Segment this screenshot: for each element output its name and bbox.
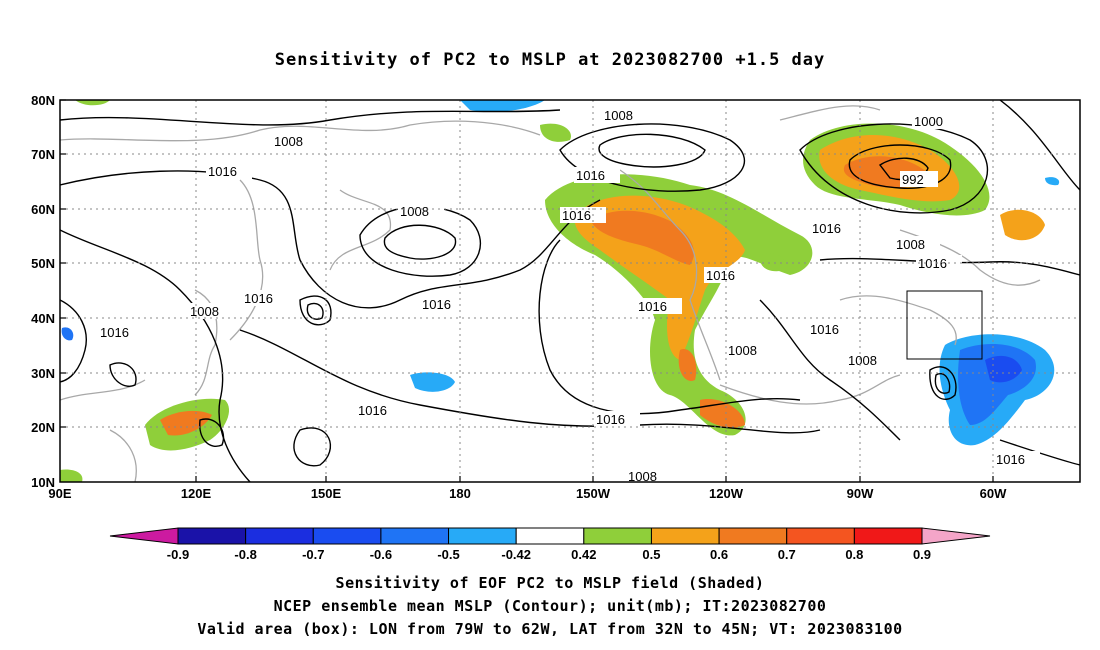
colorbar-cell: [515, 527, 585, 545]
caption-valid-area: Valid area (box): LON from 79W to 62W, L…: [197, 620, 903, 638]
contour-label: 1016: [812, 221, 841, 236]
contour-label: 1008: [628, 469, 657, 484]
lon-label: 60W: [980, 486, 1007, 501]
lat-label: 20N: [31, 420, 55, 435]
colorbar-label: 0.9: [913, 547, 931, 562]
lat-label: 60N: [31, 202, 55, 217]
contour-label: 1016: [576, 168, 605, 183]
contour-label: 1016: [244, 291, 273, 306]
contour-label: 1016: [208, 164, 237, 179]
contour-label: 992: [902, 172, 924, 187]
contour-labels: 1008 1016 1008 1016 1016 1016 1016 1008 …: [98, 107, 1040, 484]
contour-label: 1008: [274, 134, 303, 149]
contour-label: 1008: [896, 237, 925, 252]
contour-label: 1000: [914, 114, 943, 129]
contour-label: 1016: [596, 412, 625, 427]
colorbar-cell: [650, 527, 720, 545]
contour-label: 1016: [638, 299, 667, 314]
colorbar-label: 0.5: [642, 547, 660, 562]
lat-label: 30N: [31, 366, 55, 381]
colorbar-cell: [853, 527, 923, 545]
negative-sensitivity-shading: [61, 100, 1060, 446]
contour-label: 1016: [918, 256, 947, 271]
lon-label: 180: [449, 486, 471, 501]
lat-label: 50N: [31, 256, 55, 271]
contour-label: 1016: [358, 403, 387, 418]
coastlines: [60, 105, 1041, 482]
colorbar: -0.9 -0.8 -0.7 -0.6 -0.5 -0.42 0.42 0.5 0.6 0.7 0.…: [109, 527, 991, 562]
contour-label: 1016: [996, 452, 1025, 467]
colorbar-cell: [583, 527, 652, 545]
map-layers: 1008 1016 1008 1016 1016 1016 1016 1008 …: [60, 100, 1080, 484]
colorbar-label: 0.8: [845, 547, 863, 562]
colorbar-label: -0.8: [234, 547, 256, 562]
lat-label: 40N: [31, 311, 55, 326]
caption-contour: NCEP ensemble mean MSLP (Contour); unit(…: [273, 597, 827, 615]
longitude-labels: 90E 120E 150E 180 150W 120W 90W 60W: [48, 486, 1007, 501]
colorbar-label: -0.5: [437, 547, 459, 562]
map-frame: [59, 99, 1081, 483]
map-title: Sensitivity of PC2 to MSLP at 2023082700…: [274, 50, 826, 70]
colorbar-label: 0.42: [571, 547, 596, 562]
lat-label: 70N: [31, 147, 55, 162]
colorbar-cell: [245, 527, 314, 545]
caption-shaded: Sensitivity of EOF PC2 to MSLP field (Sh…: [335, 574, 765, 592]
contour-label: 1016: [810, 322, 839, 337]
colorbar-label: -0.42: [501, 547, 531, 562]
colorbar-label: -0.7: [302, 547, 324, 562]
contour-label: 1008: [848, 353, 877, 368]
contour-label: 1016: [706, 268, 735, 283]
colorbar-low-triangle: [109, 527, 179, 545]
gridlines: [60, 100, 1080, 482]
lon-label: 120W: [709, 486, 744, 501]
lat-label: 80N: [31, 93, 55, 108]
colorbar-label: 0.6: [710, 547, 728, 562]
contour-label: 1008: [400, 204, 429, 219]
axis-ticks: [60, 99, 994, 482]
colorbar-high-triangle: [921, 527, 991, 545]
contour-label: 1016: [422, 297, 451, 312]
colorbar-cell: [380, 527, 450, 545]
lon-label: 120E: [181, 486, 212, 501]
latitude-labels: 80N 70N 60N 50N 40N 30N 20N 10N: [31, 93, 55, 490]
lat-label: 10N: [31, 475, 55, 490]
lon-label: 90E: [48, 486, 71, 501]
lon-label: 150W: [576, 486, 611, 501]
colorbar-label: -0.9: [167, 547, 189, 562]
contour-label: 1016: [562, 208, 591, 223]
colorbar-label: -0.6: [370, 547, 392, 562]
lon-label: 150E: [311, 486, 342, 501]
contour-label: 1016: [100, 325, 129, 340]
colorbar-cell: [448, 527, 517, 545]
colorbar-cell: [786, 527, 855, 545]
valid-area-box: [906, 290, 983, 360]
isobars: [60, 100, 1080, 482]
contour-label: 1008: [190, 304, 219, 319]
lon-label: 90W: [847, 486, 874, 501]
contour-label: 1008: [604, 108, 633, 123]
colorbar-label: 0.7: [778, 547, 796, 562]
colorbar-cell: [718, 527, 788, 545]
contour-label: 1008: [728, 343, 757, 358]
colorbar-cell: [177, 527, 247, 545]
colorbar-cell: [312, 527, 382, 545]
